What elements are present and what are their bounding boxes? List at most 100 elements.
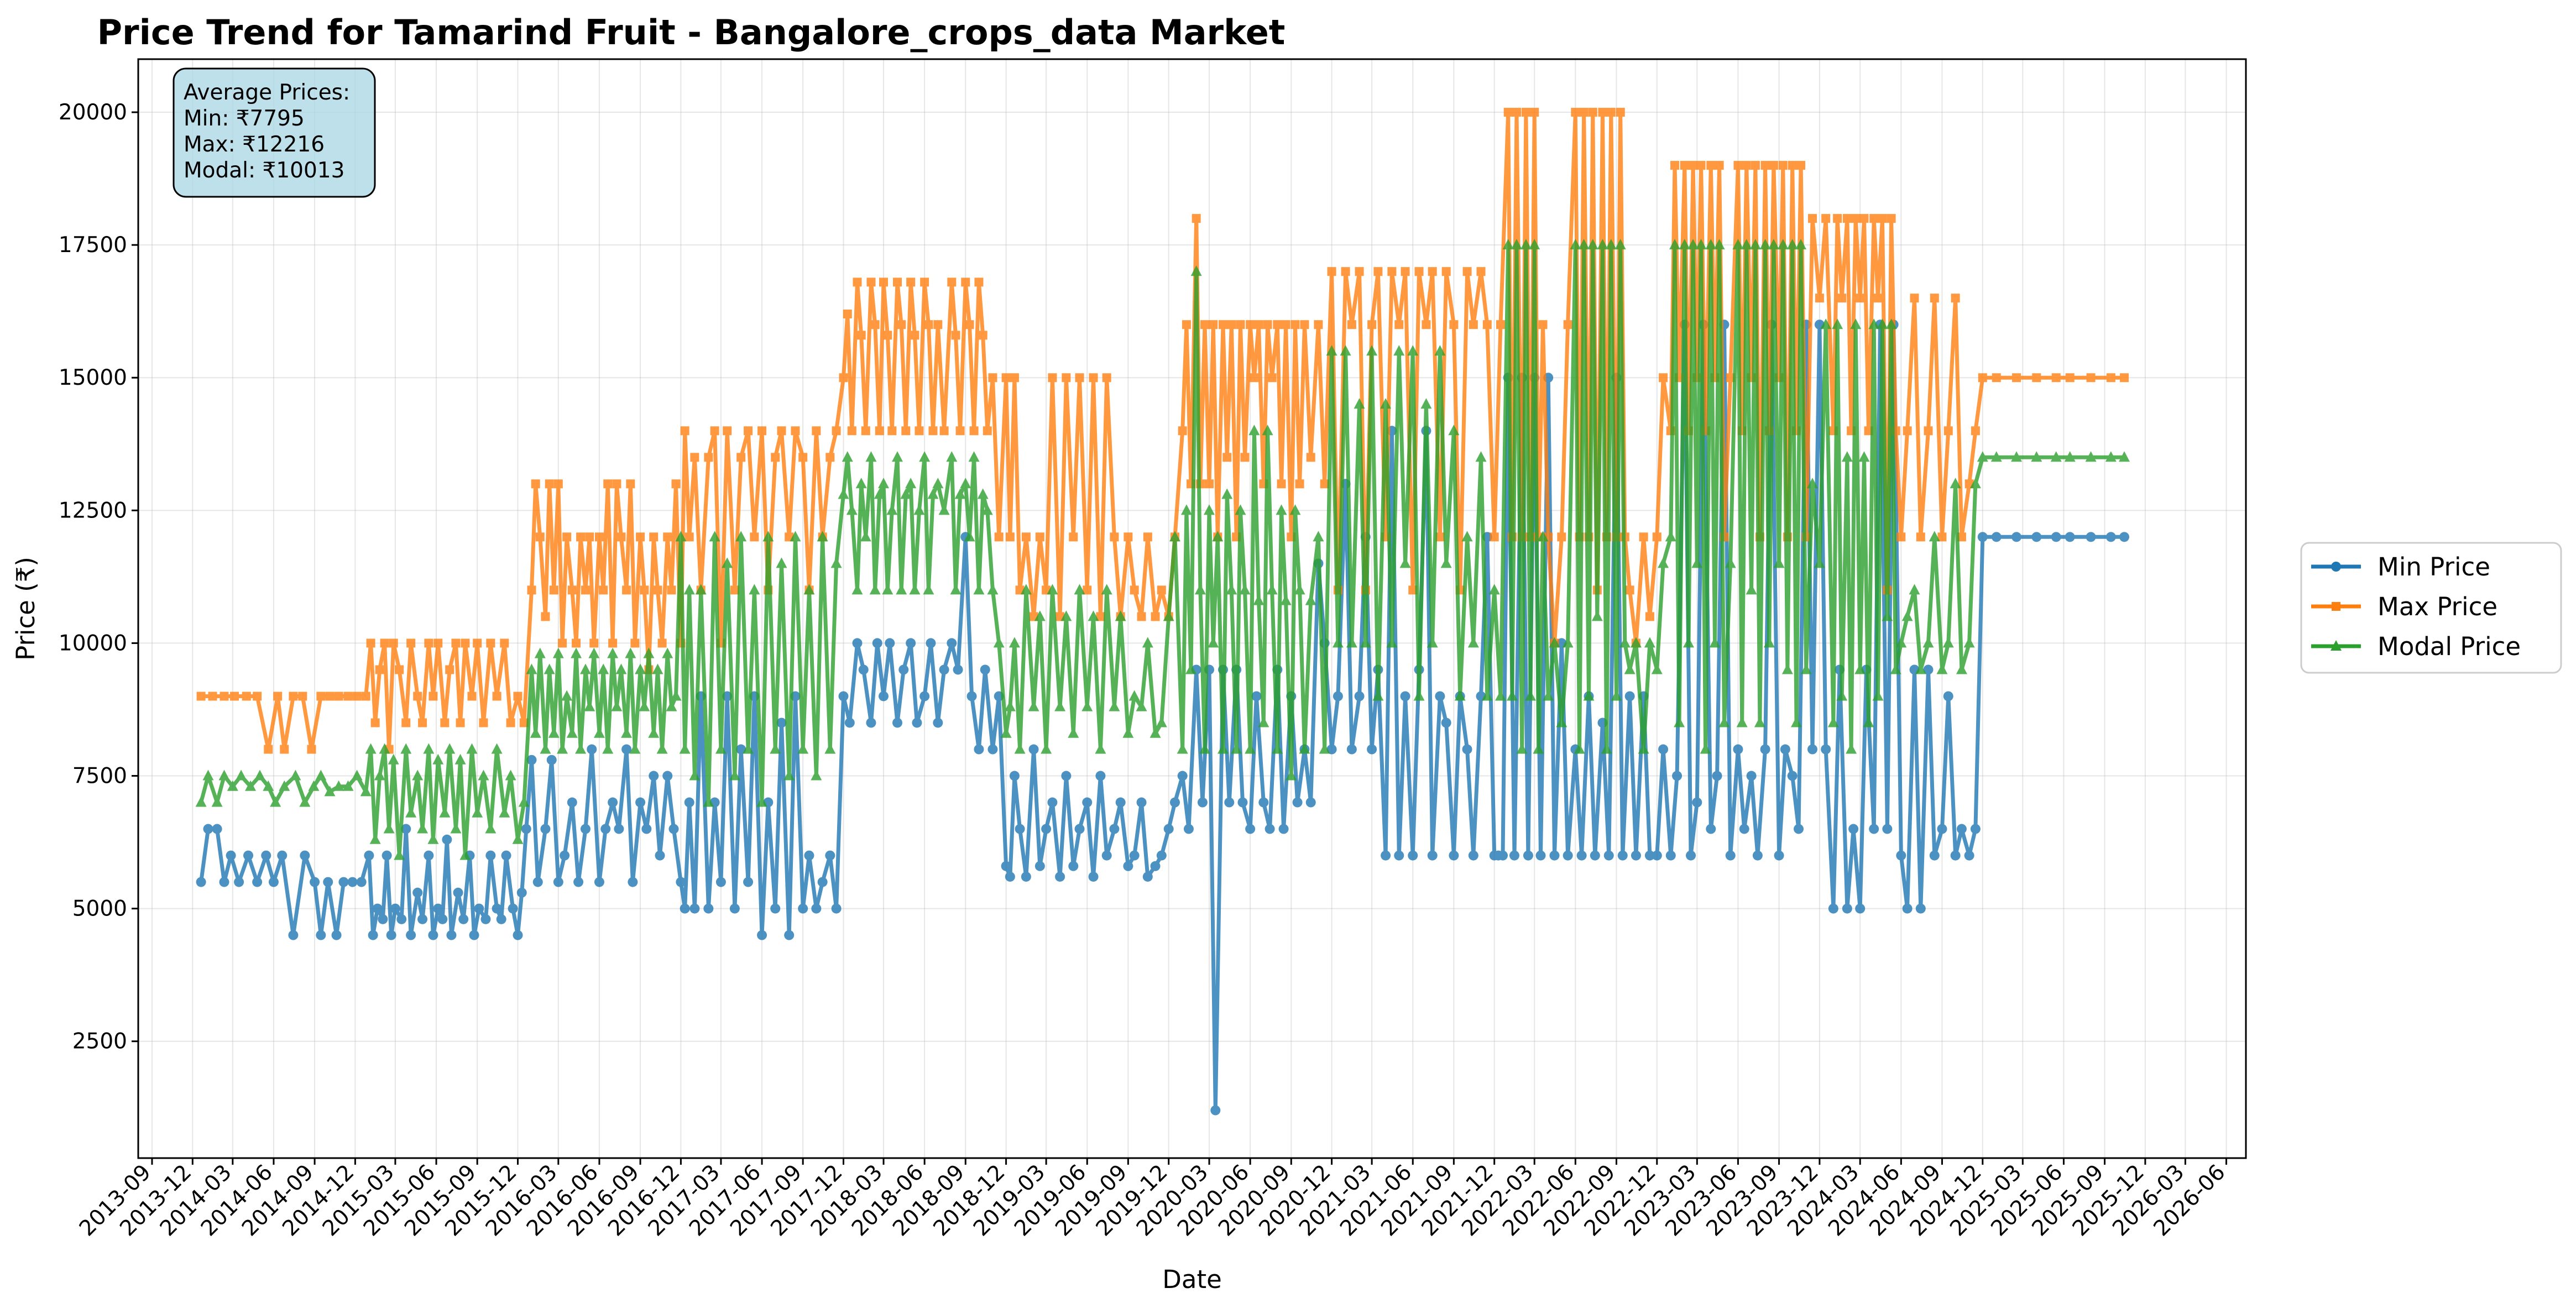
min-price-point	[1278, 824, 1289, 834]
modal-price-point	[1226, 584, 1237, 595]
min-price-point	[1970, 824, 1981, 834]
min-price-point	[546, 755, 557, 765]
modal-price-point	[1289, 504, 1301, 515]
modal-price-point	[602, 743, 614, 754]
modal-price-point	[1340, 345, 1351, 356]
max-price-point	[955, 426, 965, 436]
max-price-point	[242, 692, 251, 701]
max-price-point	[1205, 479, 1214, 489]
modal-price-point	[195, 796, 207, 807]
max-price-point	[473, 638, 482, 648]
min-price-point	[987, 744, 998, 755]
modal-price-point	[530, 727, 541, 738]
min-price-point	[1163, 824, 1174, 834]
modal-price-point	[607, 647, 619, 658]
max-price-point	[1441, 267, 1451, 276]
modal-price-point	[1054, 700, 1066, 711]
max-price-point	[1903, 426, 1912, 436]
legend-items: Min Price Max Price Modal Price	[2311, 552, 2521, 661]
modal-price-point	[1795, 239, 1807, 250]
max-price-point	[461, 638, 470, 648]
max-price-point	[1422, 320, 1431, 329]
max-price-point	[2065, 373, 2075, 383]
modal-price-point	[1846, 743, 1857, 754]
min-price-point	[947, 638, 957, 648]
modal-price-point	[722, 557, 733, 568]
modal-price-point	[1020, 584, 1032, 595]
min-price-point	[776, 718, 787, 728]
min-price-point	[1828, 903, 1838, 914]
min-price-point	[587, 744, 597, 755]
min-price-point	[417, 914, 428, 924]
max-price-point	[1760, 161, 1770, 170]
max-price-point	[1414, 267, 1424, 276]
modal-price-point	[1156, 716, 1167, 727]
modal-price-point	[351, 769, 363, 781]
min-price-point	[1644, 850, 1655, 861]
modal-price-point	[270, 796, 281, 807]
max-price-point	[599, 585, 608, 595]
modal-price-point	[202, 769, 214, 781]
modal-price-point	[1781, 663, 1793, 674]
min-price-point	[1224, 797, 1235, 808]
modal-price-point	[379, 743, 390, 754]
min-price-point	[892, 718, 902, 728]
modal-price-point	[1136, 700, 1147, 711]
modal-price-point	[1749, 239, 1761, 250]
modal-price-point	[1034, 610, 1046, 621]
max-price-point	[1096, 612, 1105, 621]
modal-price-point	[1475, 451, 1487, 462]
modal-price-point	[1194, 584, 1206, 595]
max-price-point	[887, 426, 897, 436]
max-price-point	[370, 718, 380, 727]
modal-price-point	[1272, 743, 1283, 754]
min-price-point	[1449, 850, 1459, 861]
modal-price-point	[1326, 345, 1337, 356]
min-price-point	[378, 914, 388, 924]
min-price-point	[1956, 824, 1967, 834]
max-price-point	[939, 426, 949, 436]
max-price-point	[723, 426, 732, 436]
max-price-point	[307, 745, 316, 754]
max-price-point	[1563, 320, 1572, 329]
max-price-point	[492, 692, 501, 701]
max-price-point	[1236, 320, 1245, 329]
min-price-point	[1251, 691, 1262, 701]
min-price-point	[641, 824, 652, 834]
min-price-point	[364, 850, 374, 861]
modal-price-point	[383, 823, 395, 834]
modal-price-point	[973, 584, 985, 595]
min-price-point	[428, 930, 438, 940]
min-price-point	[825, 850, 835, 861]
min-price-point	[1082, 797, 1093, 808]
max-price-point	[2012, 373, 2021, 383]
modal-price-point	[679, 743, 691, 754]
modal-price-point	[279, 780, 290, 791]
max-price-point	[1778, 161, 1788, 170]
min-price-point	[1156, 850, 1167, 861]
min-price-point	[1977, 532, 1988, 542]
max-price-point	[1808, 214, 1817, 223]
modal-price-point	[1537, 531, 1549, 542]
modal-price-point	[993, 637, 1005, 648]
max-price-point	[933, 320, 943, 329]
modal-price-point	[683, 584, 695, 595]
modal-price-point	[1630, 637, 1642, 648]
modal-price-point	[1461, 531, 1473, 542]
series-layer	[195, 108, 2130, 1116]
min-price-point	[953, 664, 963, 675]
max-price-point	[924, 320, 933, 329]
max-price-point	[585, 532, 594, 542]
min-price-point	[424, 850, 434, 861]
min-price-point	[1074, 824, 1085, 834]
max-price-point	[230, 692, 239, 701]
modal-price-point	[639, 700, 650, 711]
modal-price-point	[842, 451, 853, 462]
min-price-point	[1652, 850, 1662, 861]
min-price-point	[1305, 797, 1316, 808]
modal-price-point	[227, 780, 238, 791]
max-price-point	[906, 277, 916, 287]
modal-price-point	[1413, 690, 1425, 701]
min-price-point	[1672, 771, 1683, 781]
max-price-point	[1273, 320, 1282, 329]
